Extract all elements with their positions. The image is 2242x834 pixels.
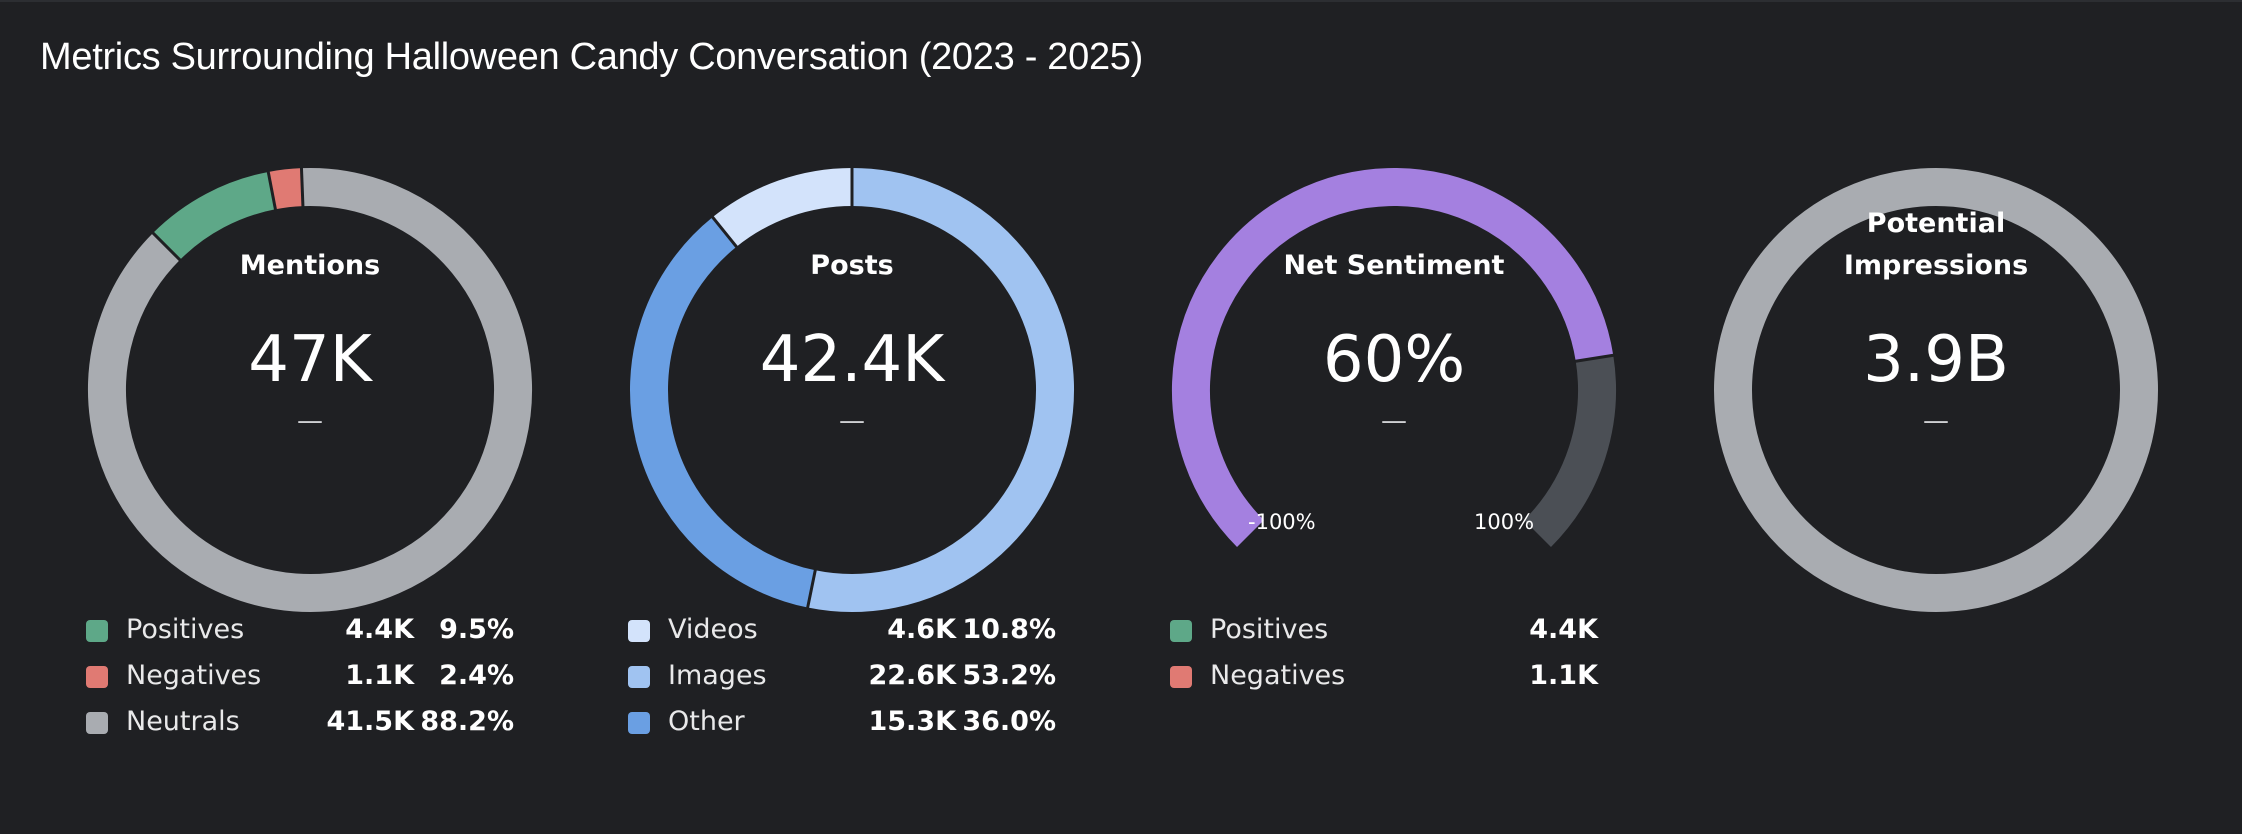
legend-item-positives[interactable]: Positives 4.4K 9.5% [50,608,570,654]
legend-swatch [86,666,108,688]
mentions-slice-separator-2 [266,170,278,211]
legend-label: Negatives [1210,660,1346,691]
potential-impressions-donut-chart [1714,168,2158,612]
posts-slice-images [807,168,1074,612]
posts-legend: Videos 4.6K 10.8% Images 22.6K 53.2% Oth… [592,608,1112,746]
net-sentiment-legend: Positives 4.4K Negatives 1.1K [1134,608,1654,700]
legend-item-negatives[interactable]: Negatives 1.1K [1134,654,1654,700]
posts-slice-other [630,217,816,608]
legend-count: 1.1K [345,660,414,691]
mentions-slice-positives [153,171,276,261]
legend-count: 41.5K [326,706,414,737]
legend-item-images[interactable]: Images 22.6K 53.2% [592,654,1112,700]
legend-count: 22.6K [868,660,956,691]
legend-percent: 2.4% [439,660,514,691]
legend-item-positives[interactable]: Positives 4.4K [1134,608,1654,654]
posts-donut-chart [630,167,1074,612]
net-sentiment-panel: Net Sentiment 60% — -100% 100% Positives… [1134,130,1654,770]
mentions-slice-neutrals [88,168,532,612]
legend-label: Images [668,660,767,691]
mentions-slice-separator-1 [151,231,182,262]
mentions-slice-negatives [268,168,304,210]
impressions-ring [1714,168,2158,612]
dashboard-title: Metrics Surrounding Halloween Candy Conv… [40,36,1143,78]
top-border [0,0,2242,2]
gauge-fill-arc [1172,168,1614,547]
legend-label: Positives [1210,614,1329,645]
legend-swatch [1170,666,1192,688]
legend-item-neutrals[interactable]: Neutrals 41.5K 88.2% [50,700,570,746]
legend-percent: 9.5% [439,614,514,645]
mentions-donut-chart [88,167,532,612]
potential-impressions-panel: Potential Impressions 3.9B — [1676,130,2196,770]
legend-swatch [1170,620,1192,642]
legend-percent: 53.2% [962,660,1056,691]
legend-count: 4.4K [1529,614,1598,645]
legend-percent: 10.8% [962,614,1056,645]
gauge-remaining-arc [1523,355,1616,547]
mentions-legend: Positives 4.4K 9.5% Negatives 1.1K 2.4% … [50,608,570,746]
posts-slice-separator-1 [710,215,739,249]
legend-label: Negatives [126,660,262,691]
posts-slice-separator-3 [805,569,817,609]
legend-label: Neutrals [126,706,240,737]
legend-swatch [628,666,650,688]
legend-swatch [628,620,650,642]
mentions-slice-separator-3 [299,167,305,208]
legend-item-negatives[interactable]: Negatives 1.1K 2.4% [50,654,570,700]
legend-item-videos[interactable]: Videos 4.6K 10.8% [592,608,1112,654]
legend-count: 1.1K [1529,660,1598,691]
legend-swatch [86,712,108,734]
legend-label: Videos [668,614,758,645]
mentions-panel: Mentions 47K — Positives 4.4K 9.5% Negat… [50,130,570,770]
legend-percent: 88.2% [420,706,514,737]
legend-count: 4.4K [345,614,414,645]
legend-swatch [628,712,650,734]
posts-panel: Posts 42.4K — Videos 4.6K 10.8% Images 2… [592,130,1112,770]
gauge-value-separator [1574,353,1615,363]
legend-count: 4.6K [887,614,956,645]
legend-count: 15.3K [868,706,956,737]
legend-swatch [86,620,108,642]
net-sentiment-gauge [1172,168,1616,547]
legend-item-other[interactable]: Other 15.3K 36.0% [592,700,1112,746]
legend-percent: 36.0% [962,706,1056,737]
posts-slice-videos [712,168,853,248]
legend-label: Other [668,706,745,737]
legend-label: Positives [126,614,245,645]
